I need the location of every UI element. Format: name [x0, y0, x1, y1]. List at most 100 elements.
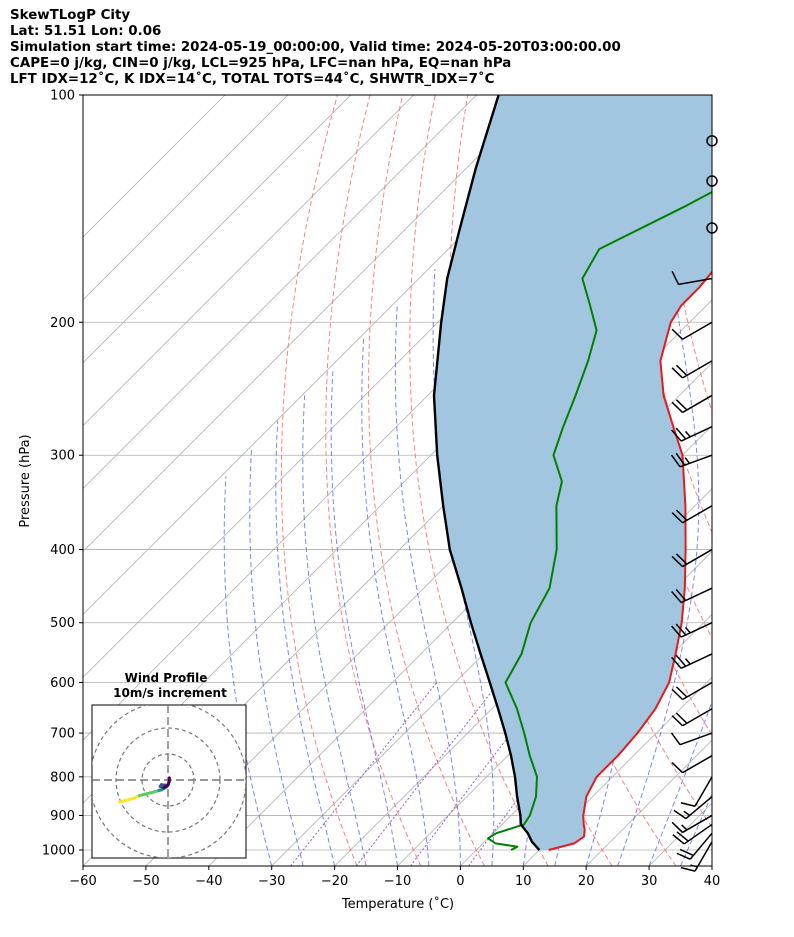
calm-circle	[706, 135, 718, 147]
isotherm-line	[83, 95, 541, 553]
dry-adiabat-line	[409, 95, 549, 866]
wind-barb	[671, 360, 713, 379]
wind-barb	[671, 270, 713, 286]
barb-shaft	[680, 622, 713, 638]
indices-line: LFT IDX=12˚C, K IDX=14˚C, TOTAL TOTS=44˚…	[10, 72, 495, 87]
wind-barb	[671, 622, 713, 638]
barb-shaft	[694, 776, 713, 807]
barb-shaft	[678, 277, 713, 286]
location-line: Lat: 51.51 Lon: 0.06	[10, 24, 162, 39]
moist-adiabat-line	[223, 476, 273, 866]
barb-flag	[671, 270, 680, 285]
y-tick-label: 700	[50, 727, 75, 742]
barb-shaft	[680, 426, 713, 442]
barb-flag	[671, 821, 684, 833]
parcel-path-line	[432, 95, 541, 851]
profile-layer	[432, 95, 712, 851]
wind-barb	[676, 832, 713, 860]
barb-half-flag	[690, 864, 698, 868]
x-tick-label: −60	[69, 874, 96, 889]
dry-adiabat-line	[629, 95, 712, 534]
barb-shaft	[680, 653, 713, 670]
x-tick-label: 10	[515, 874, 532, 889]
barb-flag	[671, 625, 682, 638]
cape-line: CAPE=0 j/kg, CIN=0 j/kg, LCL=925 hPa, LF…	[10, 56, 512, 71]
barb-shaft	[682, 708, 713, 727]
barb-flag	[670, 732, 681, 746]
barb-flag	[671, 591, 682, 604]
moist-adiabat-line	[394, 305, 461, 866]
isotherm-line	[711, 865, 712, 866]
barb-half-flag	[684, 658, 691, 665]
barb-flag	[671, 688, 684, 701]
barb-flag	[680, 802, 696, 808]
wind-barb	[680, 776, 713, 808]
y-tick-label: 800	[50, 770, 75, 785]
isotherm-line	[83, 95, 478, 490]
x-tick-label: 20	[578, 874, 595, 889]
moist-adiabat-line	[711, 864, 712, 866]
wind-barb	[706, 222, 718, 234]
calm-circle	[706, 175, 718, 187]
barb-shaft	[679, 454, 713, 468]
barb-shaft	[689, 832, 713, 860]
barb-flag	[675, 452, 686, 466]
barb-flag	[671, 715, 684, 727]
barb-flag	[671, 429, 682, 442]
hodograph-subtitle: 10m/s increment	[113, 686, 227, 700]
barb-flag	[675, 588, 687, 601]
y-tick-label: 400	[50, 543, 75, 558]
isotherm-line	[83, 95, 289, 301]
wind-barb	[671, 321, 713, 340]
barb-flag	[675, 399, 688, 411]
wind-barb	[706, 175, 718, 187]
moist-adiabat-line	[302, 395, 367, 866]
moist-adiabat-line	[680, 792, 712, 866]
time-line: Simulation start time: 2024-05-19_00:00:…	[10, 40, 621, 55]
barb-flag	[673, 809, 687, 820]
x-tick-label: −20	[321, 874, 348, 889]
barb-flag	[671, 512, 684, 524]
barb-half-flag	[684, 626, 691, 634]
dry-adiabat-line	[368, 95, 485, 866]
barb-shaft	[694, 841, 713, 872]
dry-adiabat-line	[325, 95, 422, 866]
y-tick-label: 900	[50, 809, 75, 824]
barb-flag	[680, 866, 696, 872]
x-tick-label: −10	[384, 874, 411, 889]
barb-flag	[671, 401, 684, 413]
wind-barb	[671, 505, 713, 524]
wind-barbs-layer	[670, 135, 718, 872]
wind-barb	[672, 823, 713, 845]
y-tick-label: 200	[50, 316, 75, 331]
barb-shaft	[682, 814, 713, 834]
barb-flag	[672, 834, 685, 845]
wind-barb	[671, 426, 713, 442]
barb-shaft	[682, 755, 713, 774]
barb-flag	[679, 848, 694, 857]
y-tick-label: 1000	[42, 844, 75, 859]
isotherm-line	[83, 95, 415, 427]
hodograph-inset: Wind Profile 10m/s increment	[91, 671, 247, 859]
barb-shaft	[682, 394, 713, 414]
x-tick-label: 40	[704, 874, 721, 889]
barb-shaft	[680, 587, 713, 604]
y-axis-label: Pressure (hPa)	[18, 434, 33, 527]
dry-adiabat-line	[728, 87, 794, 866]
wind-barb	[671, 814, 713, 834]
barb-shaft	[682, 548, 713, 568]
cape-area	[434, 95, 712, 850]
dry-adiabat-line	[760, 87, 794, 866]
x-tick-label: 0	[456, 874, 464, 889]
barb-shaft	[682, 505, 713, 524]
y-tick-label: 600	[50, 676, 75, 691]
barb-flag	[675, 427, 687, 440]
barb-flag	[675, 623, 687, 636]
barb-flag	[671, 328, 684, 340]
barb-flag	[675, 364, 688, 376]
barb-flag	[675, 686, 688, 698]
barb-flag	[676, 831, 689, 842]
barb-half-flag	[681, 824, 688, 831]
barb-shaft	[685, 796, 713, 820]
